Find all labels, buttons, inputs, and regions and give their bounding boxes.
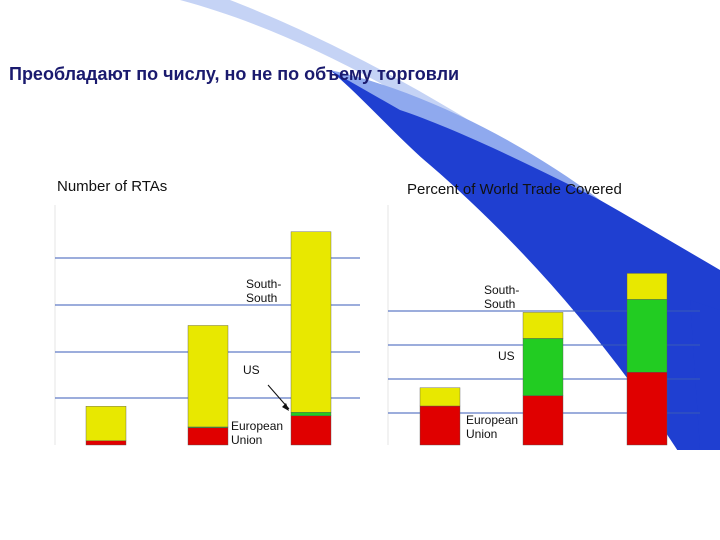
chart2-bar-1-european-union: [419, 405, 461, 446]
chart1-bar-3-european-union: [290, 415, 332, 446]
chart2-bar-2-european-union: [522, 395, 564, 446]
chart1-bar-2-south-south: [187, 325, 229, 428]
chart1-bar-1-european-union: [85, 440, 127, 446]
chart1-annotation-3: European Union: [231, 419, 283, 447]
chart1-bar-1-south-south: [85, 406, 127, 441]
chart2-annotation-2: US: [498, 349, 515, 363]
swoosh-bottom-cover: [670, 450, 720, 540]
chart1-title: Number of RTAs: [57, 178, 168, 195]
chart1-us-arrow-head: [282, 403, 289, 411]
chart1-bar-3-south-south: [290, 231, 332, 413]
chart1-annotation-1: South-South: [246, 277, 281, 305]
chart1-bar-3-us: [290, 412, 332, 416]
chart2-bar-3-european-union: [626, 372, 668, 446]
chart1-annotation-2: US: [243, 363, 260, 377]
slide-title: Преобладают по числу, но не по объему то…: [9, 64, 460, 84]
chart2-annotation-3: European Union: [466, 413, 518, 441]
chart2-bar-3-us: [626, 299, 668, 373]
swoosh-gradient-edge: [330, 70, 600, 200]
chart2-bar-2-south-south: [522, 312, 564, 339]
chart2-bar-2-us: [522, 338, 564, 396]
chart1-bar-2-european-union: [187, 427, 229, 446]
chart2-annotation-1: South-South: [484, 283, 519, 311]
chart2-title: Percent of World Trade Covered: [407, 181, 622, 198]
chart2-bar-1-south-south: [419, 387, 461, 407]
chart2-bar-3-south-south: [626, 273, 668, 300]
